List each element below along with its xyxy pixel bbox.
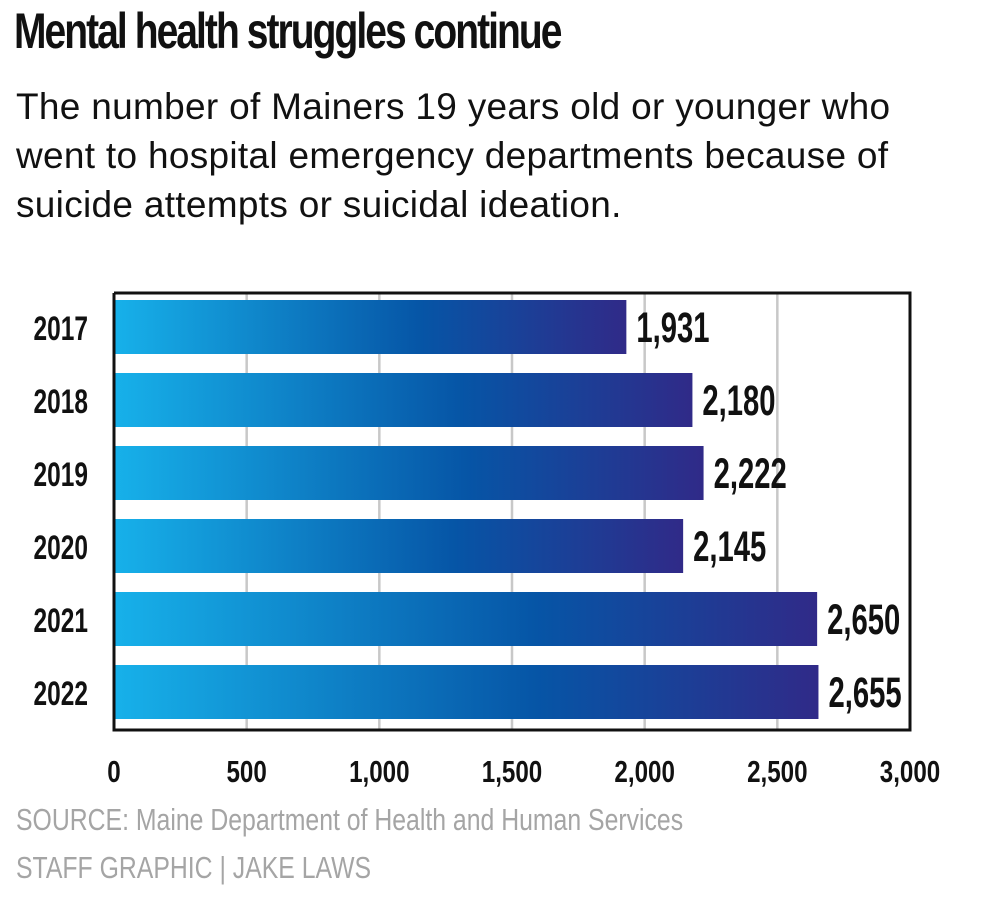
x-tick-label: 1,500 [482,754,542,789]
y-category-label: 2017 [34,310,88,348]
bar [114,446,704,500]
chart-subtitle: The number of Mainers 19 years old or yo… [16,86,891,225]
bar [114,373,693,427]
bar [114,300,627,354]
value-label: 2,650 [827,595,900,643]
x-tick-label: 0 [107,754,120,789]
x-tick-label: 3,000 [880,754,940,789]
staff-credit: STAFF GRAPHIC | JAKE LAWS [16,850,372,885]
bar [114,665,819,719]
x-tick-label: 2,500 [747,754,807,789]
bar [114,592,818,646]
x-tick-label: 2,000 [614,754,674,789]
value-label: 2,655 [828,668,901,716]
bar [114,519,684,573]
y-category-label: 2018 [34,383,88,421]
value-label: 2,222 [714,449,787,497]
bar-chart: 0 500 1,000 1,500 2,000 2,500 3,000 2017 1,931 20… [34,291,940,789]
x-tick-label: 1,000 [349,754,409,789]
y-category-label: 2022 [34,675,88,713]
y-category-label: 2020 [34,529,88,567]
chart-title: Mental health struggles continue [14,3,562,59]
x-tick-label: 500 [227,754,267,789]
source-note: SOURCE: Maine Department of Health and H… [16,802,684,837]
value-label: 2,180 [702,376,775,424]
y-category-label: 2021 [34,602,88,640]
y-category-label: 2019 [34,456,88,494]
value-label: 1,931 [636,303,709,351]
value-label: 2,145 [693,522,766,570]
